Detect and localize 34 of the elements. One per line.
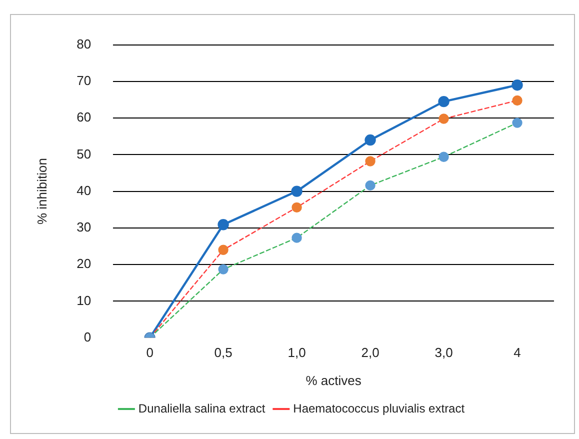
x-tick-label: 4 [514,345,521,360]
point [365,156,376,166]
point [218,244,228,255]
x-tick-label: 0 [146,345,154,360]
x-tick-label: 1,0 [288,345,306,360]
y-tick-label: 80 [76,36,92,52]
point [438,152,449,162]
y-tick-label: 40 [76,182,92,198]
y-tick-label: 10 [76,292,92,308]
point [438,96,450,108]
y-axis-title: % inhibition [34,158,50,225]
point [218,264,228,274]
point [292,202,302,213]
x-tick-label: 0,5 [214,345,232,360]
y-tick-label: 30 [76,220,92,235]
point [438,114,449,124]
y-tick-label: 70 [76,73,92,88]
y-tick-label: 20 [76,256,92,272]
point [364,134,376,146]
y-tick-label: 50 [76,146,92,162]
legend-label: Dunaliella salina extract [138,401,266,416]
legend-label: Haematococcus pluvialis extract [293,401,466,416]
y-tick-label: 0 [84,329,92,344]
point [291,186,302,197]
point [512,118,522,128]
point [512,95,522,106]
x-tick-label: 2,0 [361,345,380,360]
point [512,79,523,91]
point [218,219,229,230]
x-tick-label: 3,0 [434,345,453,360]
y-tick-label: 60 [76,110,92,125]
point [365,180,376,191]
x-axis-title: % actives [306,372,362,388]
point [292,232,302,243]
